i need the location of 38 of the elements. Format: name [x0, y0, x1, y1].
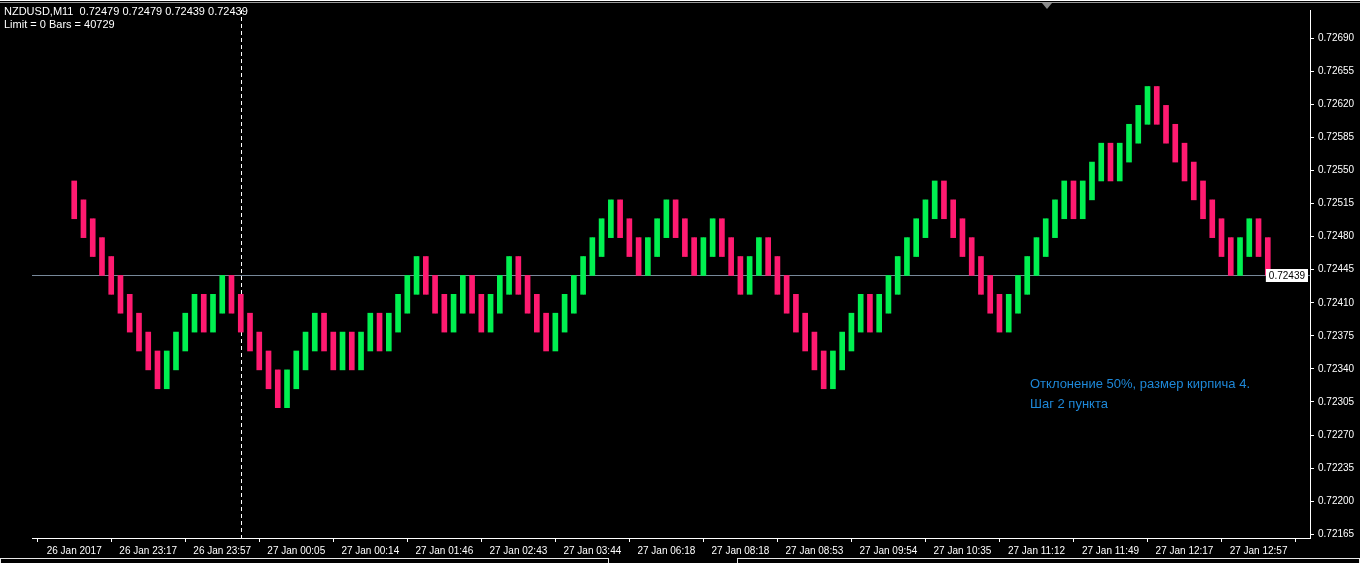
y-tick-label: 0.72305: [1318, 395, 1355, 407]
x-tick-label: 27 Jan 11:12: [1007, 544, 1066, 556]
x-tick-label: 27 Jan 09:54: [859, 544, 918, 556]
x-tick-label: 27 Jan 08:18: [711, 544, 770, 556]
ref-line-label: 0.72439: [1268, 269, 1306, 281]
x-tick-label: 26 Jan 23:17: [119, 544, 178, 556]
y-tick-label: 0.72515: [1318, 197, 1355, 209]
x-tick-label: 26 Jan 23:57: [193, 544, 252, 556]
y-tick-label: 0.72550: [1318, 164, 1355, 176]
y-tick-label: 0.72585: [1318, 131, 1355, 143]
x-tick-label: 27 Jan 11:49: [1081, 544, 1140, 556]
text: Limit = 0 Bars = 40729: [4, 18, 115, 31]
y-tick-label: 0.72270: [1318, 428, 1355, 440]
y-tick-label: 0.72340: [1318, 362, 1355, 374]
x-tick-label: 27 Jan 10:35: [933, 544, 992, 556]
y-tick-label: 0.72690: [1318, 32, 1355, 44]
y-tick-label: 0.72235: [1318, 461, 1355, 473]
x-tick-label: 27 Jan 01:46: [415, 544, 474, 556]
y-tick-label: 0.72445: [1318, 263, 1355, 275]
x-tick-label: 27 Jan 00:05: [267, 544, 326, 556]
y-tick-label: 0.72375: [1318, 329, 1355, 341]
y-tick-label: 0.72165: [1318, 527, 1355, 539]
x-tick-label: 27 Jan 03:44: [563, 544, 622, 556]
x-tick-label: 27 Jan 00:14: [341, 544, 400, 556]
y-tick-label: 0.72410: [1318, 296, 1355, 308]
annotation: Шаг 2 пункта: [1030, 396, 1108, 412]
y-tick-label: 0.72480: [1318, 230, 1355, 242]
y-tick-label: 0.72620: [1318, 98, 1355, 110]
x-tick-label: 27 Jan 02:43: [489, 544, 548, 556]
y-tick-label: 0.72655: [1318, 65, 1355, 77]
x-tick-label: 26 Jan 2017: [46, 544, 103, 556]
x-tick-label: 27 Jan 12:17: [1155, 544, 1214, 556]
chart-title: NZDUSD,M11 0.72479 0.72479 0.72439 0.72439: [4, 5, 248, 18]
annotation: Отклонение 50%, размер кирпича 4.: [1030, 376, 1251, 392]
y-tick-label: 0.72200: [1318, 494, 1355, 506]
x-tick-label: 27 Jan 12:57: [1229, 544, 1288, 556]
x-tick-label: 27 Jan 08:53: [785, 544, 844, 556]
x-tick-label: 27 Jan 06:18: [637, 544, 696, 556]
